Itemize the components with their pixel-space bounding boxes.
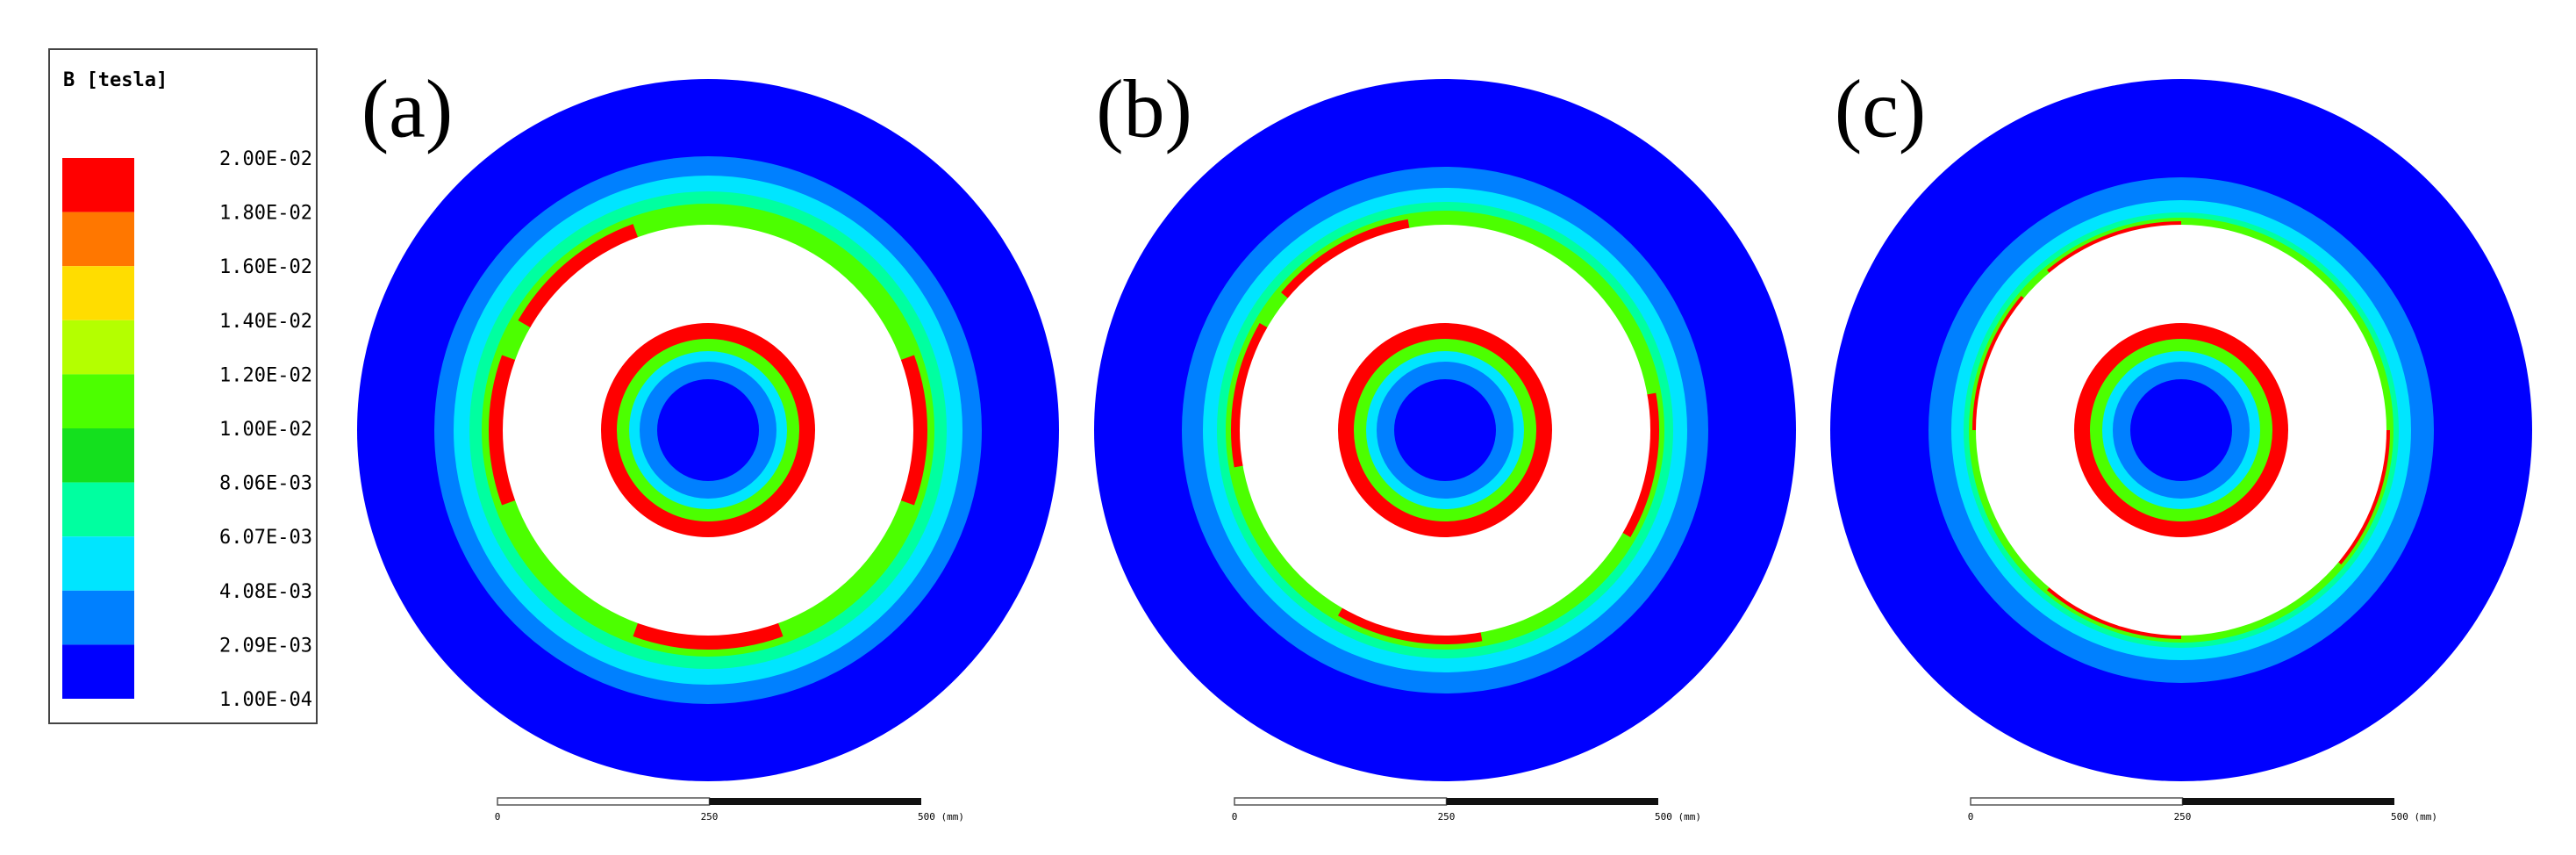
scale-bar [497, 797, 711, 806]
scale-label: 500 (mm) [2391, 811, 2437, 823]
scale-label: 500 (mm) [918, 811, 964, 823]
legend-label: 2.09E-03 [219, 635, 312, 657]
legend-label: 6.07E-03 [219, 527, 312, 549]
field-plot [1094, 79, 1796, 781]
scale-label: 250 [1438, 811, 1456, 823]
scale-bar [1970, 797, 2184, 806]
scale-label: 0 [1968, 811, 1974, 823]
legend-label: 1.00E-02 [219, 419, 312, 441]
legend-swatch [62, 374, 134, 428]
panel-label: (b) [1096, 64, 1192, 155]
scale-label: 250 [701, 811, 719, 823]
legend-swatch [62, 158, 134, 212]
legend-label: 1.40E-02 [219, 311, 312, 333]
legend-swatch [62, 482, 134, 537]
inner-core [1394, 379, 1496, 481]
scale-label: 0 [495, 811, 501, 823]
legend-label: 8.06E-03 [219, 473, 312, 495]
field-plot [357, 79, 1059, 781]
scale-label: 250 [2174, 811, 2192, 823]
inner-core [657, 379, 759, 481]
inner-core [2130, 379, 2232, 481]
legend-label: 1.60E-02 [219, 256, 312, 278]
legend-label: 1.20E-02 [219, 364, 312, 386]
scale-bar [709, 798, 921, 805]
legend-swatch [62, 212, 134, 267]
legend-label: 4.08E-03 [219, 581, 312, 603]
scale-bar [2182, 798, 2394, 805]
field-plot [1830, 79, 2532, 781]
scale-label: 500 (mm) [1655, 811, 1701, 823]
legend-swatch [62, 590, 134, 645]
panel-label: (c) [1835, 64, 1926, 155]
legend-label: 2.00E-02 [219, 148, 312, 170]
legend-swatch [62, 536, 134, 591]
panel-label: (a) [361, 64, 453, 155]
legend-swatch [62, 320, 134, 375]
legend-swatch [62, 644, 134, 699]
legend-label: 1.80E-02 [219, 203, 312, 225]
legend-label: 1.00E-04 [219, 689, 312, 711]
scale-bar [1234, 797, 1448, 806]
legend-title: B [tesla] [63, 69, 168, 91]
scale-label: 0 [1232, 811, 1238, 823]
scale-bar [1446, 798, 1658, 805]
legend-swatch [62, 428, 134, 483]
legend-swatch [62, 266, 134, 320]
